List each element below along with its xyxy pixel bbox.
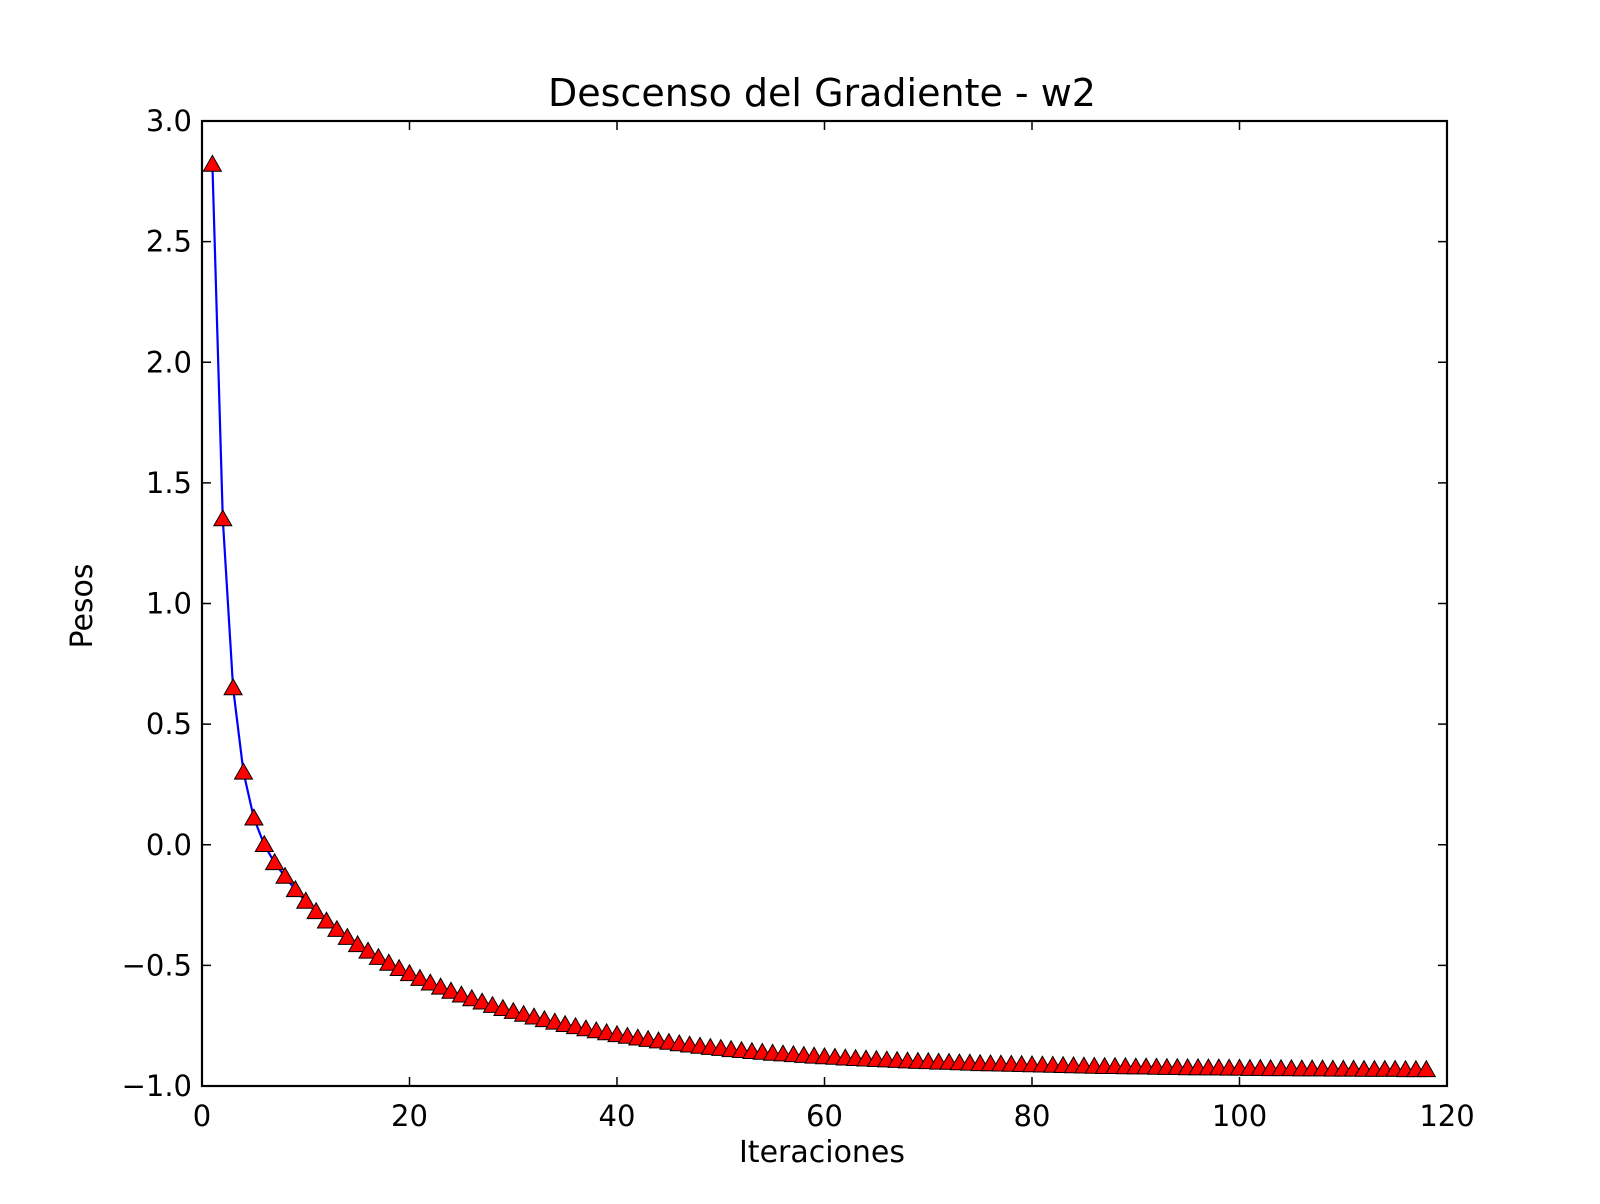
chart-title: Descenso del Gradiente - w2 <box>548 71 1096 115</box>
plot-area <box>202 154 1437 1078</box>
data-point-marker <box>461 988 482 1007</box>
data-point-marker <box>430 977 451 995</box>
data-point-marker <box>223 677 243 696</box>
y-tick-label: −1.0 <box>122 1069 192 1103</box>
ticks: 0 20 40 60 80 100 120 −1.0 −0.5 0.0 0.5 1.0 1.5 2.0 2.… <box>122 104 1475 1133</box>
data-point-marker <box>482 995 503 1013</box>
data-point-marker <box>285 879 306 898</box>
x-axis-label: Iteraciones <box>739 1135 905 1170</box>
data-point-marker <box>295 891 316 909</box>
data-point-marker <box>368 947 389 965</box>
data-point-marker <box>347 934 368 953</box>
data-point-marker <box>358 941 378 959</box>
data-point-marker <box>399 963 420 982</box>
y-tick-label: 1.0 <box>146 587 192 621</box>
data-point-marker <box>212 509 233 527</box>
data-point-marker <box>337 927 358 945</box>
data-point-marker <box>275 866 295 884</box>
data-point-marker <box>306 901 326 920</box>
x-tick-label: 120 <box>1419 1099 1474 1133</box>
y-tick-label: 0.5 <box>146 707 192 741</box>
x-tick-label: 0 <box>193 1099 211 1133</box>
series-line <box>211 164 1427 1071</box>
y-tick-label: −0.5 <box>122 948 192 982</box>
data-point-marker <box>503 1001 524 1019</box>
y-tick-label: 1.5 <box>146 466 192 500</box>
data-point-marker <box>202 154 223 172</box>
data-point-marker <box>233 762 254 780</box>
x-tick-label: 100 <box>1212 1099 1267 1133</box>
y-tick-label: 2.0 <box>146 345 192 379</box>
data-point-marker <box>513 1004 534 1022</box>
data-point-marker <box>472 992 492 1010</box>
data-point-marker <box>410 968 430 986</box>
data-point-marker <box>378 953 399 971</box>
y-tick-label: 3.0 <box>146 104 192 138</box>
data-point-marker <box>420 973 441 991</box>
data-point-marker <box>493 998 513 1016</box>
data-point-marker <box>327 919 347 937</box>
x-tick-label: 40 <box>599 1099 636 1133</box>
x-tick-label: 80 <box>1014 1099 1051 1133</box>
axes-frame <box>200 119 1449 1088</box>
data-point-marker <box>524 1007 544 1025</box>
y-tick-label: 2.5 <box>146 225 192 259</box>
data-point-marker <box>254 834 275 852</box>
data-point-marker <box>389 958 409 976</box>
data-point-marker <box>441 981 461 999</box>
y-axis-label: Pesos <box>65 563 100 648</box>
data-point-marker <box>451 985 472 1003</box>
x-tick-label: 20 <box>391 1099 428 1133</box>
data-point-marker <box>264 852 285 871</box>
data-point-marker <box>316 911 337 929</box>
data-point-marker <box>244 808 264 826</box>
y-tick-label: 0.0 <box>146 828 192 862</box>
data-point-marker <box>1416 1059 1437 1078</box>
x-tick-label: 60 <box>806 1099 843 1133</box>
